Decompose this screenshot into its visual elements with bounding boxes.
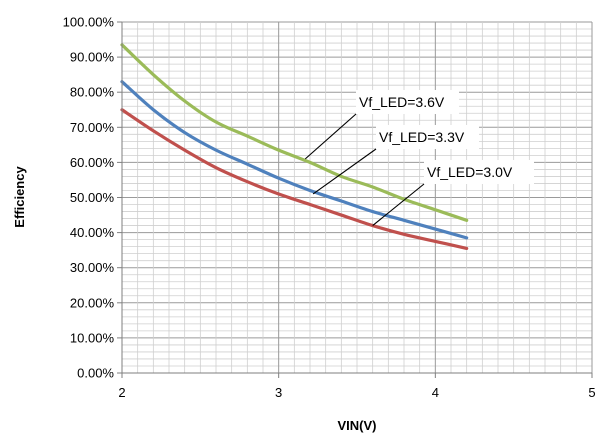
x-tick-label: 2	[118, 385, 125, 400]
y-tick-label: 0.00%	[77, 366, 114, 381]
y-tick-label: 10.00%	[70, 330, 115, 345]
callout-label: Vf_LED=3.0V	[427, 164, 513, 180]
x-tick-label: 5	[588, 385, 595, 400]
series-line-vf-led-3-6v	[120, 43, 469, 222]
y-tick-label: 60.00%	[70, 155, 115, 170]
callout-label: Vf_LED=3.3V	[379, 129, 465, 145]
y-tick-label: 90.00%	[70, 50, 115, 65]
callout-box	[356, 90, 459, 114]
grid-layer	[121, 21, 593, 374]
callout: Vf_LED=3.0V	[372, 160, 534, 227]
y-tick-label: 50.00%	[70, 190, 115, 205]
callout: Vf_LED=3.3V	[312, 125, 479, 195]
series-layer	[120, 43, 469, 250]
y-tick-label: 70.00%	[70, 120, 115, 135]
x-tick-label: 4	[432, 385, 439, 400]
series-line-vf-led-3-3v	[120, 80, 469, 240]
callout: Vf_LED=3.6V	[304, 90, 459, 160]
callout-box	[424, 160, 534, 184]
y-tick-label: 80.00%	[70, 85, 115, 100]
callout-leader-line	[372, 183, 425, 227]
x-tick-label: 3	[275, 385, 282, 400]
y-tick-label: 20.00%	[70, 295, 115, 310]
callout-layer: Vf_LED=3.6V Vf_LED=3.3V Vf_LED=3.0V	[304, 90, 534, 227]
x-axis-title: VIN(V)	[338, 418, 377, 433]
callout-leader-line	[312, 148, 377, 195]
y-axis-title: Efficiency	[12, 166, 27, 228]
y-tick-label: 100.00%	[63, 15, 115, 30]
series-line-vf-led-3-0v	[120, 108, 469, 250]
callout-box	[376, 125, 479, 149]
callout-label: Vf_LED=3.6V	[359, 94, 445, 110]
axis-layer: 0.00% 10.00% 20.00% 30.00% 40.00% 50.00% 60.00…	[63, 15, 596, 401]
y-tick-label: 30.00%	[70, 260, 115, 275]
callout-leader-line	[304, 113, 357, 160]
y-tick-label: 40.00%	[70, 225, 115, 240]
